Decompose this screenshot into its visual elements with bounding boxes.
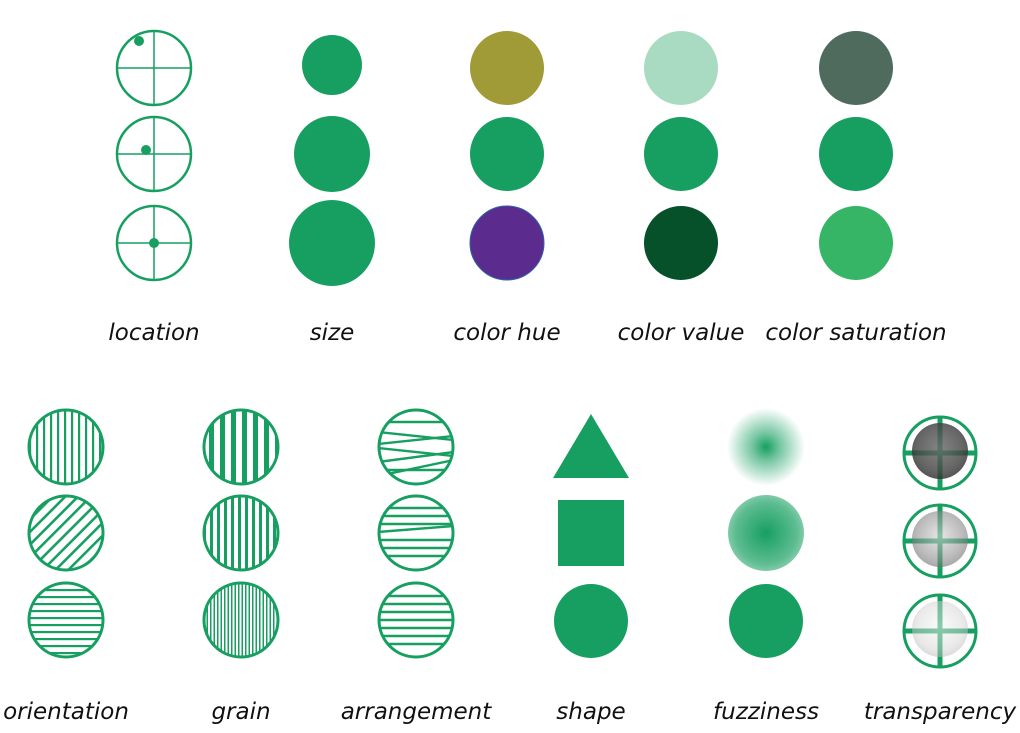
value-light-circle xyxy=(644,31,718,105)
fuzziness-none-circle xyxy=(729,584,803,658)
label-arrangement: arrangement xyxy=(341,699,493,725)
color-value-group xyxy=(644,31,718,280)
location-icon-2 xyxy=(115,115,193,193)
square-icon xyxy=(558,500,624,566)
orientation-horizontal-circle xyxy=(27,581,105,659)
fuzziness-medium-circle xyxy=(728,495,804,571)
label-orientation: orientation xyxy=(3,699,129,725)
label-location: location xyxy=(108,320,199,346)
label-size: size xyxy=(310,320,355,346)
color-hue-group xyxy=(469,31,545,281)
size-small-circle xyxy=(302,35,362,95)
hue-purple-circle xyxy=(469,205,545,281)
transparency-high-icon xyxy=(902,593,978,669)
saturation-low-circle xyxy=(819,31,893,105)
location-group xyxy=(115,29,193,282)
shape-group xyxy=(553,414,629,658)
saturation-high-circle xyxy=(819,206,893,280)
label-color-saturation: color saturation xyxy=(765,320,946,346)
location-icon-1 xyxy=(115,29,193,107)
saturation-mid-circle xyxy=(819,117,893,191)
hue-olive-circle xyxy=(470,31,544,105)
value-dark-circle xyxy=(644,206,718,280)
label-shape: shape xyxy=(556,699,625,725)
grain-medium-circle xyxy=(202,494,280,572)
label-color-value: color value xyxy=(618,320,745,346)
transparency-group xyxy=(902,415,978,669)
label-fuzziness: fuzziness xyxy=(713,699,819,725)
fuzziness-group xyxy=(727,408,805,658)
label-transparency: transparency xyxy=(864,699,1017,725)
arrangement-semi-circle xyxy=(377,494,455,572)
label-color-hue: color hue xyxy=(453,320,560,346)
circle-icon xyxy=(554,584,628,658)
triangle-icon xyxy=(553,414,629,478)
arrangement-zigzag-circle xyxy=(377,408,455,486)
arrangement-regular-circle xyxy=(377,581,455,659)
color-saturation-group xyxy=(819,31,893,280)
size-medium-circle xyxy=(294,116,370,192)
grain-fine-circle xyxy=(202,581,280,659)
transparency-medium-icon xyxy=(902,503,978,579)
value-mid-circle xyxy=(644,117,718,191)
orientation-diagonal-circle xyxy=(27,494,105,572)
arrangement-group xyxy=(377,408,455,659)
hue-green-circle xyxy=(470,117,544,191)
location-icon-3 xyxy=(115,204,193,282)
size-large-circle xyxy=(289,200,375,286)
grain-coarse-circle xyxy=(202,408,280,486)
orientation-vertical-circle xyxy=(27,408,105,486)
label-grain: grain xyxy=(211,699,270,725)
orientation-group xyxy=(27,408,105,659)
transparency-low-icon xyxy=(902,415,978,491)
fuzziness-high-circle xyxy=(727,408,805,486)
size-group xyxy=(289,35,375,286)
grain-group xyxy=(202,408,280,659)
